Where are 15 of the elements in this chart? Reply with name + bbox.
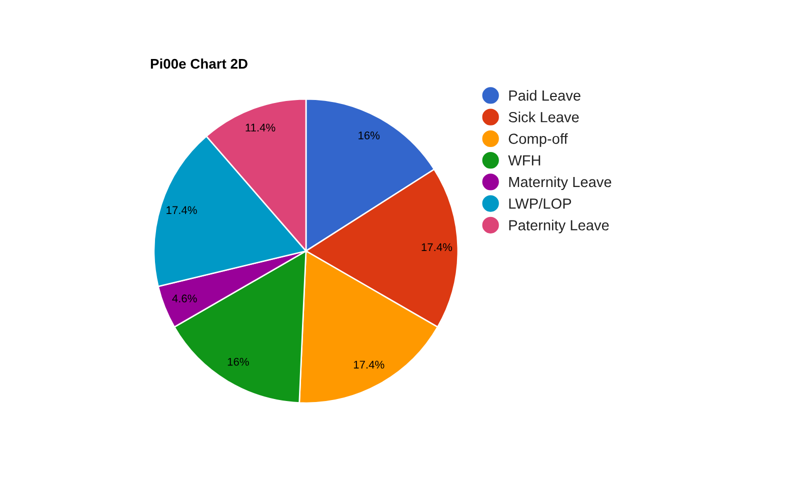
- chart-title: Pi00e Chart 2D: [150, 58, 248, 69]
- legend-label: WFH: [508, 155, 540, 166]
- data-label: 17.4%: [422, 243, 452, 252]
- legend-label: Maternity Leave: [509, 176, 612, 190]
- data-label: 16%: [228, 358, 249, 366]
- legend-label: Comp-off: [508, 133, 568, 147]
- legend-label: Paid Leave: [509, 90, 580, 101]
- data-label: 16%: [358, 132, 380, 140]
- data-label: 4.6%: [172, 294, 197, 302]
- legend-label: LWP/LOP: [509, 198, 572, 209]
- legend-label: Sick Leave: [508, 112, 579, 122]
- legend-label: Paternity Leave: [509, 220, 609, 234]
- data-label: 17.4%: [354, 360, 384, 369]
- data-label: 11.4%: [246, 124, 276, 132]
- data-label: 17.4%: [166, 206, 197, 214]
